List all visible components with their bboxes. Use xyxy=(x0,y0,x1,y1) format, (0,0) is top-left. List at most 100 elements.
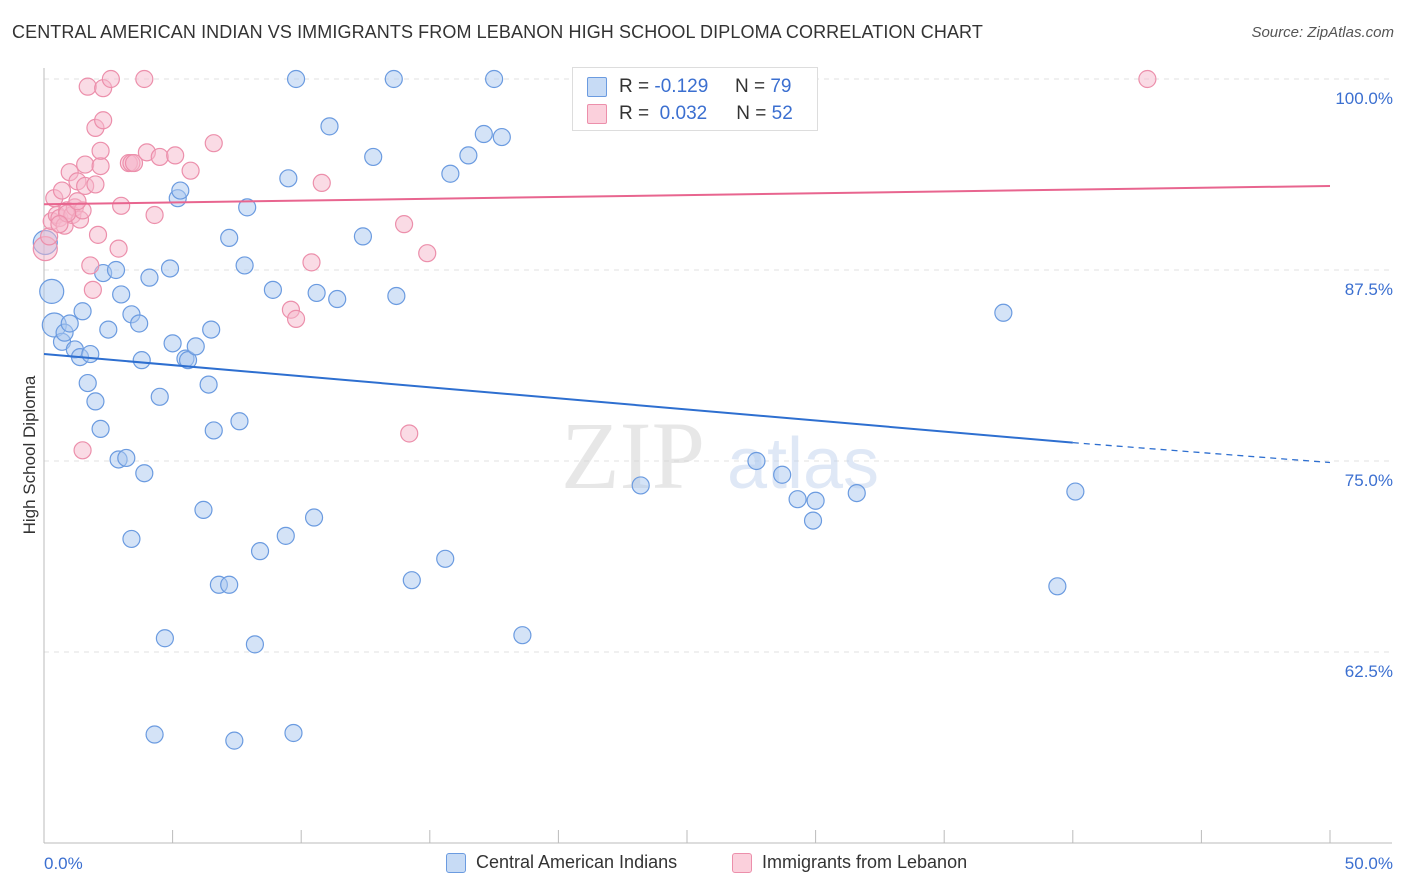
blue-point-61 xyxy=(402,571,421,590)
blue-point-73 xyxy=(803,511,823,530)
blue-point-34 xyxy=(186,337,205,356)
watermark-zip: ZIP xyxy=(561,402,705,509)
blue-point-63 xyxy=(441,164,460,183)
blue-point-37 xyxy=(202,320,221,339)
source-label: Source: ZipAtlas.com xyxy=(1251,24,1394,41)
blue-point-41 xyxy=(220,228,239,248)
blue-point-38 xyxy=(204,421,223,440)
y-tick-label-3: 62.5% xyxy=(1345,662,1393,681)
blue-point-20 xyxy=(122,529,141,549)
pink-point-21 xyxy=(88,225,108,244)
blue-point-54 xyxy=(307,283,326,303)
legend-item-blue[interactable]: Central American Indians xyxy=(446,852,677,873)
blue-point-65 xyxy=(474,124,493,144)
blue-point-64 xyxy=(459,146,478,165)
blue-point-11 xyxy=(86,392,105,411)
blue-r-label: R = xyxy=(619,76,650,97)
blue-point-40 xyxy=(220,575,239,594)
pink-point-18 xyxy=(81,256,100,275)
blue-point-71 xyxy=(773,465,792,484)
blue-point-57 xyxy=(353,227,373,246)
pink-point-26 xyxy=(101,69,120,89)
pink-point-42 xyxy=(312,173,331,193)
blue-point-1 xyxy=(39,278,65,304)
blue-point-26 xyxy=(150,387,169,406)
blue-point-48 xyxy=(263,280,283,299)
legend-item-pink[interactable]: Immigrants from Lebanon xyxy=(732,852,967,873)
pink-point-47 xyxy=(1138,69,1157,89)
blue-point-44 xyxy=(235,256,254,275)
pink-point-19 xyxy=(83,280,102,299)
blue-point-67 xyxy=(492,127,511,147)
blue-point-33 xyxy=(178,351,198,370)
x-tick-label-min: 0.0% xyxy=(44,854,83,873)
trend-lines xyxy=(43,184,1331,464)
blue-point-36 xyxy=(199,375,218,394)
blue-point-55 xyxy=(320,117,339,136)
y-tick-label-0: 100.0% xyxy=(1335,89,1393,108)
blue-point-45 xyxy=(238,198,257,217)
pink-point-40 xyxy=(286,309,306,328)
blue-point-69 xyxy=(631,476,650,495)
pink-point-43 xyxy=(394,215,414,234)
pink-point-46 xyxy=(73,441,92,460)
blue-point-62 xyxy=(436,549,455,568)
legend-pink-label: Immigrants from Lebanon xyxy=(762,852,968,872)
blue-point-68 xyxy=(513,626,532,645)
axes xyxy=(43,68,1392,844)
pink-point-50 xyxy=(68,192,87,211)
blue-point-60 xyxy=(387,286,406,306)
blue-swatch xyxy=(587,77,607,97)
blue-point-25 xyxy=(145,725,164,744)
blue-point-10 xyxy=(81,344,100,364)
blue-n-value: 79 xyxy=(770,76,792,97)
blue-point-15 xyxy=(106,260,126,280)
y-axis-label: High School Diploma xyxy=(20,375,39,534)
blue-r-value: -0.129 xyxy=(654,76,709,97)
blue-point-74 xyxy=(806,491,825,510)
pink-point-51 xyxy=(50,215,69,234)
pink-point-28 xyxy=(112,196,131,215)
blue-point-17 xyxy=(112,285,131,304)
blue-point-43 xyxy=(230,412,249,431)
pink-point-17 xyxy=(78,77,97,96)
blue-point-56 xyxy=(328,289,347,309)
blue-point-22 xyxy=(132,351,151,370)
pink-point-37 xyxy=(181,161,200,180)
chart-title: CENTRAL AMERICAN INDIAN VS IMMIGRANTS FR… xyxy=(12,22,983,42)
tick-labels: 100.0% 87.5% 75.0% 62.5% 0.0% 50.0% xyxy=(44,89,1393,873)
stats-row-pink: R = 0.032 N = 52 xyxy=(587,101,793,127)
pink-point-32 xyxy=(135,69,154,89)
watermark: ZIP atlas xyxy=(561,402,879,509)
blue-point-23 xyxy=(135,464,154,483)
bottom-legend: Central American Indians Immigrants from… xyxy=(0,850,1406,880)
pink-point-49 xyxy=(86,175,105,194)
pink-point-22 xyxy=(91,156,110,176)
pink-point-31 xyxy=(124,153,144,173)
pink-point-36 xyxy=(166,146,185,165)
blue-point-47 xyxy=(250,542,270,561)
pink-n-value: 52 xyxy=(771,103,793,124)
pink-point-35 xyxy=(150,147,169,167)
blue-point-75 xyxy=(847,483,866,503)
blue-point-9 xyxy=(78,373,97,393)
pink-point-41 xyxy=(302,253,321,272)
blue-trend-extension xyxy=(1072,442,1331,464)
blue-point-78 xyxy=(1066,482,1085,501)
blue-point-66 xyxy=(485,69,504,89)
blue-point-76 xyxy=(994,303,1013,322)
blue-point-51 xyxy=(284,723,303,743)
blue-point-70 xyxy=(747,451,766,471)
blue-point-58 xyxy=(364,147,383,167)
pink-point-44 xyxy=(418,244,437,263)
blue-point-8 xyxy=(73,302,92,321)
blue-point-14 xyxy=(99,320,118,339)
pink-point-6 xyxy=(52,181,72,200)
blue-trend-line xyxy=(43,353,1073,444)
blue-point-53 xyxy=(304,508,324,527)
blue-point-29 xyxy=(163,334,182,353)
legend-blue-label: Central American Indians xyxy=(476,852,678,872)
blue-point-46 xyxy=(245,635,265,654)
pink-n-label: N = xyxy=(736,103,767,124)
